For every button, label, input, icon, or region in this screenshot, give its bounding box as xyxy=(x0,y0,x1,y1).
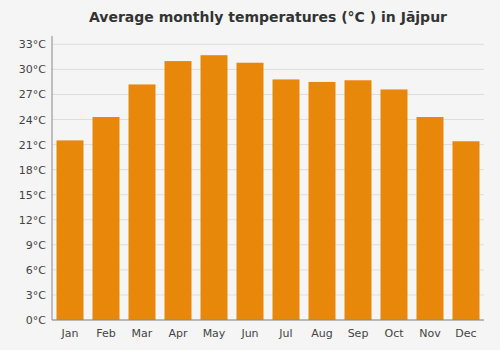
grid-line xyxy=(52,320,484,321)
bar xyxy=(237,63,264,320)
x-tick-label: Sep xyxy=(348,327,369,340)
x-tick-label: Feb xyxy=(96,327,115,340)
y-tick-label: 33°C xyxy=(19,38,46,51)
bar xyxy=(273,79,300,320)
x-tick-label: Nov xyxy=(419,327,441,340)
bar xyxy=(93,117,120,320)
y-axis: 0°C 3°C 6°C 9°C 12°C 15°C 18°C 21°C 24°C 27°C 30°C… xyxy=(19,38,484,327)
y-axis-line xyxy=(52,36,53,320)
grid-line xyxy=(52,94,484,95)
background xyxy=(0,0,500,350)
y-tick-label: 15°C xyxy=(19,189,46,202)
bar xyxy=(417,117,444,320)
bar xyxy=(57,140,84,320)
y-tick-label: 21°C xyxy=(19,139,46,152)
bars xyxy=(57,55,480,320)
bar xyxy=(453,141,480,320)
y-tick-label: 9°C xyxy=(26,239,46,252)
x-tick-label: Jul xyxy=(278,327,292,340)
title: Average monthly temperatures (°C ) in Jā… xyxy=(89,9,447,25)
bar xyxy=(129,84,156,320)
bar xyxy=(381,89,408,320)
x-tick-label: May xyxy=(203,327,226,340)
x-axis: Jan Feb Mar Apr May Jun Jul Aug Sep Oct Nov Dec xyxy=(61,327,477,340)
chart-container: Average monthly temperatures (°C ) in Jā… xyxy=(0,0,500,350)
y-tick-label: 30°C xyxy=(19,63,46,76)
x-tick-label: Mar xyxy=(132,327,153,340)
x-tick-label: Aug xyxy=(311,327,332,340)
bar xyxy=(165,61,192,320)
x-tick-label: Jun xyxy=(240,327,258,340)
bar xyxy=(201,55,228,320)
y-tick-label: 3°C xyxy=(26,289,46,302)
x-tick-label: Jan xyxy=(61,327,79,340)
x-tick-label: Oct xyxy=(384,327,404,340)
x-axis-line xyxy=(52,320,484,321)
x-tick-label: Apr xyxy=(168,327,188,340)
grid-line xyxy=(52,44,484,45)
x-tick-label: Dec xyxy=(455,327,476,340)
y-tick-label: 0°C xyxy=(26,314,46,327)
bar xyxy=(309,82,336,320)
y-tick-label: 18°C xyxy=(19,164,46,177)
y-tick-label: 27°C xyxy=(19,88,46,101)
chart: Average monthly temperatures (°C ) in Jā… xyxy=(0,0,500,350)
y-tick-label: 24°C xyxy=(19,114,46,127)
y-tick-label: 12°C xyxy=(19,214,46,227)
grid-line xyxy=(52,69,484,70)
bar xyxy=(345,80,372,320)
y-tick-label: 6°C xyxy=(26,264,46,277)
